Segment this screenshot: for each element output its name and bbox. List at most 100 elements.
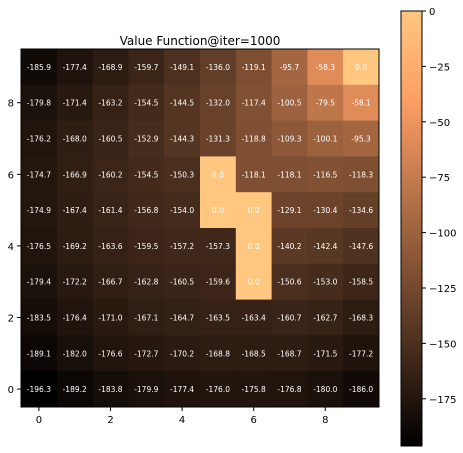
colorbar-tick-label: −100 — [429, 229, 456, 240]
cell-value-label: -164.7 — [170, 314, 194, 323]
heatmap-cell — [200, 84, 237, 121]
y-tick-label: 4 — [8, 242, 14, 253]
heatmap-cell — [343, 156, 380, 193]
heatmap-cell — [164, 335, 201, 372]
cell-value-label: -109.3 — [277, 135, 301, 144]
cell-value-label: -166.7 — [98, 278, 122, 287]
heatmap-cell — [21, 156, 58, 193]
cell-value-label: -183.8 — [98, 385, 122, 394]
cell-value-label: -179.8 — [27, 99, 51, 108]
colorbar-tick-label: −175 — [429, 395, 456, 406]
cell-value-label: -174.9 — [27, 206, 51, 215]
heatmap-cell — [56, 192, 93, 229]
heatmap-cell — [343, 263, 380, 300]
cell-value-label: -168.0 — [63, 135, 87, 144]
cell-value-label: -171.5 — [313, 349, 337, 358]
cell-value-label: -100.5 — [277, 99, 301, 108]
cell-value-label: -156.8 — [134, 206, 158, 215]
heatmap-cell — [164, 228, 201, 265]
cell-value-label: -171.0 — [98, 314, 122, 323]
heatmap-axes: 0 2 4 6 8 0 2 4 6 8 — [8, 48, 380, 426]
heatmap-cell — [92, 299, 129, 336]
heatmap-cell — [21, 49, 58, 86]
cell-value-label: -161.4 — [98, 206, 122, 215]
heatmap-cell — [92, 120, 129, 157]
heatmap-cell — [235, 49, 272, 86]
cell-value-label: -172.7 — [134, 349, 158, 358]
heatmap-cell — [271, 192, 308, 229]
cell-value-label: -118.1 — [242, 170, 266, 179]
cell-value-label: -95.3 — [351, 135, 371, 144]
y-tick-label: 0 — [8, 385, 14, 396]
cell-value-label: -58.3 — [316, 63, 336, 72]
cell-value-label: -134.6 — [349, 206, 373, 215]
heatmap-cell — [235, 120, 272, 157]
cell-value-label: -189.1 — [27, 349, 51, 358]
heatmap-cell — [307, 263, 344, 300]
heatmap-cell — [92, 49, 129, 86]
heatmap-cell — [307, 371, 344, 408]
cell-value-label: -154.0 — [170, 206, 194, 215]
heatmap-cell — [164, 192, 201, 229]
cell-value-label: -116.5 — [313, 170, 337, 179]
cell-value-label: -160.5 — [98, 135, 122, 144]
heatmap-cell — [164, 49, 201, 86]
cell-value-label: -136.0 — [206, 63, 230, 72]
cell-value-label: -154.5 — [134, 99, 158, 108]
y-tick-label: 2 — [8, 314, 14, 325]
heatmap-cell — [21, 263, 58, 300]
heatmap-cell — [92, 192, 129, 229]
heatmap-cell — [128, 299, 165, 336]
cell-value-label: -158.5 — [349, 278, 373, 287]
cell-value-label: -174.7 — [27, 170, 51, 179]
x-tick-label: 0 — [36, 415, 42, 426]
cell-value-label: 0.0 — [355, 63, 367, 72]
heatmap-cell — [21, 335, 58, 372]
cell-value-label: -131.3 — [206, 135, 230, 144]
colorbar-tick-label: −150 — [429, 339, 456, 350]
heatmap-cell — [343, 192, 380, 229]
heatmap-cell — [307, 120, 344, 157]
heatmap-cell — [271, 299, 308, 336]
cell-value-label: -154.5 — [134, 170, 158, 179]
cell-value-label: -168.5 — [242, 349, 266, 358]
heatmap-cell — [271, 263, 308, 300]
heatmap-cell — [235, 228, 272, 265]
cell-value-label: 0.0 — [248, 278, 260, 287]
cell-value-label: -179.4 — [27, 278, 51, 287]
cell-value-label: -163.2 — [98, 99, 122, 108]
heatmap-cell — [307, 84, 344, 121]
cell-value-label: -176.6 — [98, 349, 122, 358]
heatmap-cell — [21, 192, 58, 229]
heatmap-cell — [56, 371, 93, 408]
heatmap-cell — [200, 120, 237, 157]
cell-value-label: -159.5 — [134, 242, 158, 251]
heatmap-cell — [343, 84, 380, 121]
heatmap-cell — [92, 156, 129, 193]
cell-value-label: -150.6 — [277, 278, 301, 287]
cell-value-label: -157.3 — [206, 242, 230, 251]
colorbar-tick-label: 0 — [429, 7, 435, 18]
cell-value-label: -152.9 — [134, 135, 158, 144]
colorbar-tick-label: −125 — [429, 284, 456, 295]
x-tick-label: 2 — [107, 415, 113, 426]
heatmap-cell — [164, 84, 201, 121]
cell-value-label: 0.0 — [212, 206, 224, 215]
heatmap-cell — [271, 371, 308, 408]
heatmap-cell — [164, 263, 201, 300]
heatmap-cell — [128, 192, 165, 229]
cell-value-label: -177.4 — [63, 63, 87, 72]
cell-value-label: -185.9 — [27, 63, 51, 72]
heatmap-cell — [200, 371, 237, 408]
cell-value-label: -176.4 — [63, 314, 87, 323]
cell-value-label: -166.9 — [63, 170, 87, 179]
cell-value-label: -182.0 — [63, 349, 87, 358]
cell-value-label: -117.4 — [242, 99, 266, 108]
cell-value-label: -169.2 — [63, 242, 87, 251]
cell-value-label: -167.1 — [134, 314, 158, 323]
heatmap-cell — [235, 156, 272, 193]
cell-value-label: -144.3 — [170, 135, 194, 144]
cell-value-label: -160.5 — [170, 278, 194, 287]
x-tick-label: 4 — [179, 415, 185, 426]
heatmap-cell — [56, 335, 93, 372]
